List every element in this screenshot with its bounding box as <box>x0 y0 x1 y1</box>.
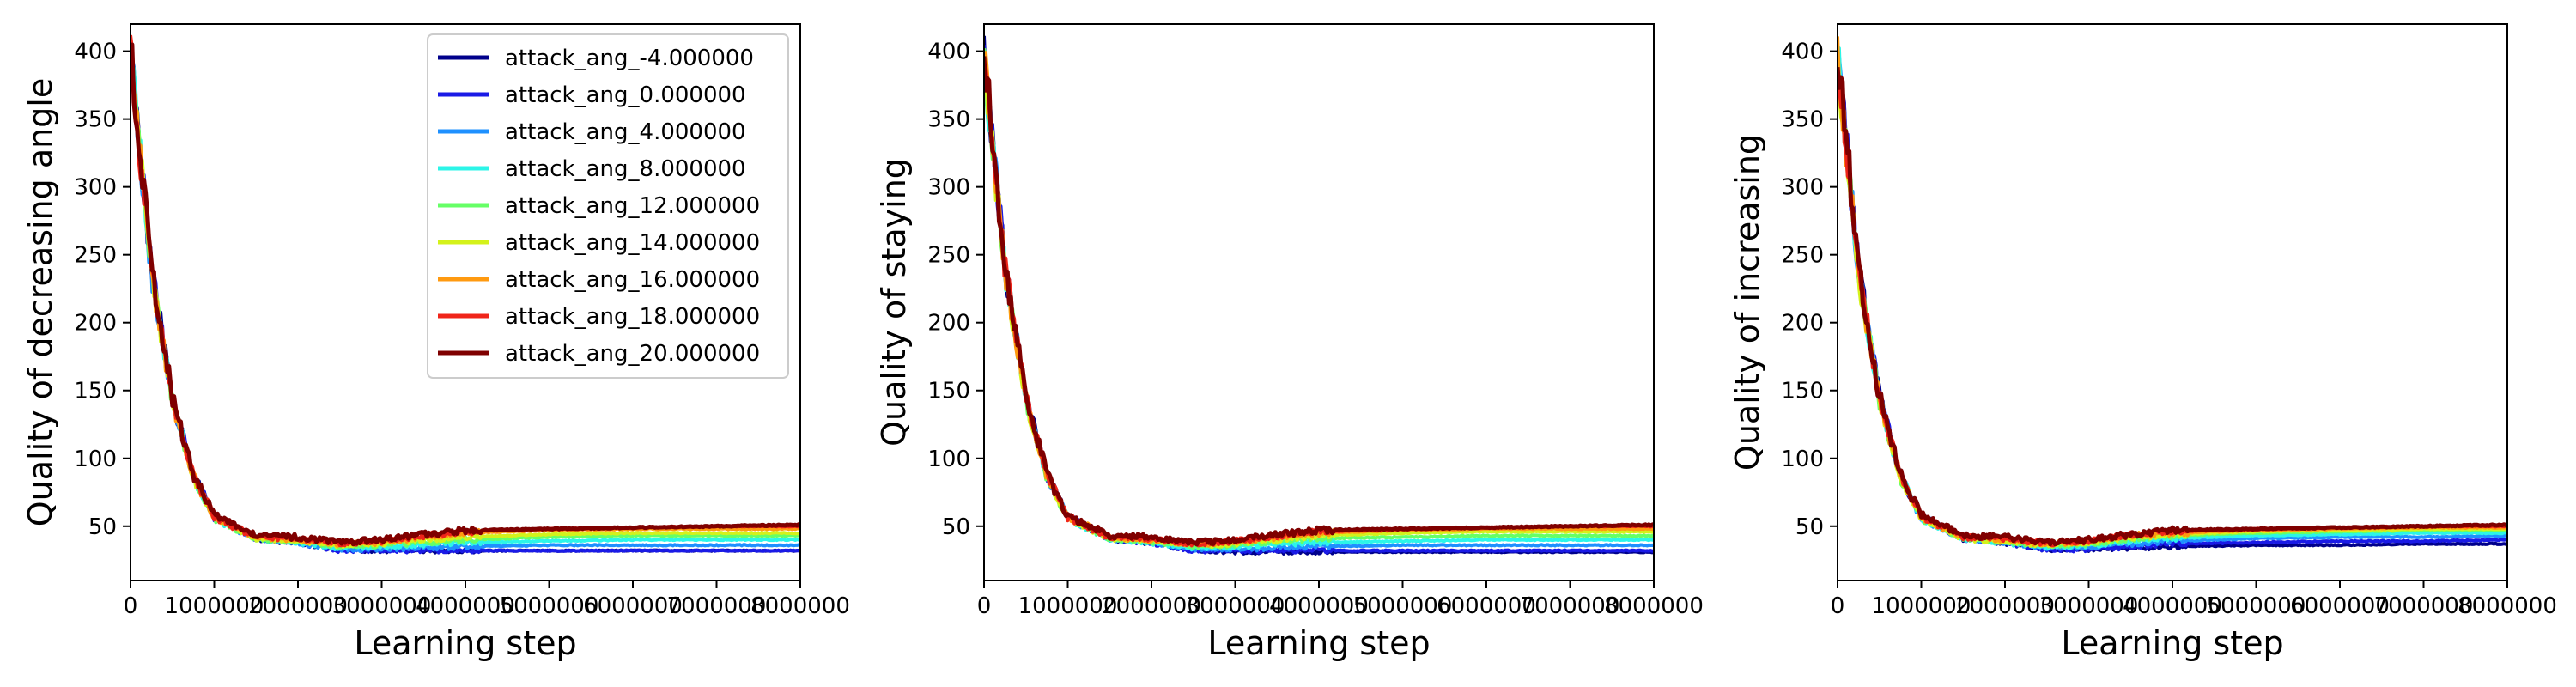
y-tick-label: 250 <box>1781 243 1824 269</box>
y-tick-label: 300 <box>74 175 117 201</box>
series-line-2 <box>984 45 1654 555</box>
legend-box <box>427 33 789 379</box>
x-tick-label: 5000000 <box>500 593 599 619</box>
y-tick-label: 150 <box>927 379 970 404</box>
y-tick-label: 200 <box>927 311 970 337</box>
series-line-7 <box>1838 36 2507 548</box>
x-tick-label: 0 <box>124 593 138 619</box>
y-tick-label: 100 <box>927 447 970 472</box>
x-tick-label: 2000000 <box>248 593 348 619</box>
x-tick-label: 2000000 <box>1955 593 2055 619</box>
y-tick-label: 400 <box>1781 40 1824 65</box>
y-tick-label: 350 <box>1781 107 1824 133</box>
series-line-8 <box>1838 78 2507 548</box>
y-tick-label: 150 <box>74 379 117 404</box>
legend-label: attack_ang_12.000000 <box>505 193 760 219</box>
x-tick-label: 3000000 <box>2039 593 2139 619</box>
legend-label: attack_ang_20.000000 <box>505 341 760 367</box>
y-axis-label: Quality of increasing <box>1728 134 1766 471</box>
series-line-9 <box>1838 67 2507 547</box>
y-axis-label: Quality of decreasing angle <box>21 78 59 526</box>
series-lines <box>984 35 1654 556</box>
y-tick-label: 250 <box>927 243 970 269</box>
x-tick-label: 1000000 <box>165 593 264 619</box>
axes-frame <box>983 23 1655 581</box>
y-tick-label: 300 <box>927 175 970 201</box>
y-tick-label: 50 <box>942 514 970 540</box>
x-tick-label: 2000000 <box>1102 593 1201 619</box>
series-line-6 <box>1838 45 2507 549</box>
chart-panel-1: 0 100000020000003000000400000050000006000… <box>21 23 850 662</box>
x-tick-label: 4000000 <box>1269 593 1369 619</box>
series-line-9 <box>984 56 1654 547</box>
y-tick-label: 200 <box>74 311 117 337</box>
x-tick-label: 6000000 <box>2290 593 2390 619</box>
series-line-1 <box>1838 46 2507 554</box>
x-tick-label: 1000000 <box>1018 593 1118 619</box>
x-tick-label: 0 <box>1831 593 1845 619</box>
legend-label: attack_ang_14.000000 <box>505 230 760 256</box>
y-tick-label: 100 <box>74 447 117 472</box>
y-axis-label: Quality of staying <box>875 158 913 447</box>
y-tick-label: 300 <box>1781 175 1824 201</box>
x-tick-label: 1000000 <box>1872 593 1971 619</box>
x-tick-label: 5000000 <box>2207 593 2306 619</box>
y-tick-label: 350 <box>74 107 117 133</box>
series-line-4 <box>1838 46 2507 551</box>
y-tick-label: 50 <box>88 514 117 540</box>
y-tick-label: 250 <box>74 243 117 269</box>
y-tick-label: 350 <box>927 107 970 133</box>
legend-label: attack_ang_4.000000 <box>505 119 746 145</box>
series-line-7 <box>984 51 1654 548</box>
series-line-5 <box>1838 60 2507 550</box>
x-tick-label: 4000000 <box>2123 593 2222 619</box>
series-line-1 <box>984 35 1654 556</box>
series-line-8 <box>984 61 1654 548</box>
x-tick-label: 6000000 <box>583 593 683 619</box>
y-tick-label: 100 <box>1781 447 1824 472</box>
series-line-4 <box>984 75 1654 552</box>
chart-panel-3: 0 100000020000003000000400000050000006000… <box>1728 23 2557 662</box>
legend: attack_ang_-4.000000 attack_ang_0.000000a… <box>427 33 789 379</box>
x-tick-label: 7000000 <box>1521 593 1620 619</box>
x-axis-label: Learning step <box>2061 624 2283 662</box>
series-lines <box>1838 36 2507 554</box>
x-tick-label: 3000000 <box>1186 593 1285 619</box>
series-lines <box>131 34 800 555</box>
x-tick-label: 5000000 <box>1353 593 1453 619</box>
x-tick-label: 3000000 <box>332 593 432 619</box>
series-line-2 <box>1838 50 2507 554</box>
legend-label: attack_ang_16.000000 <box>505 267 760 293</box>
x-tick-label: 0 <box>977 593 992 619</box>
y-tick-label: 150 <box>1781 379 1824 404</box>
series-line-3 <box>1838 53 2507 551</box>
axes-frame <box>1837 23 2508 581</box>
series-line-9 <box>131 42 800 547</box>
y-tick-label: 400 <box>74 40 117 65</box>
x-tick-label: 8000000 <box>2458 593 2557 619</box>
chart-panel-2: 0 100000020000003000000400000050000006000… <box>875 23 1704 662</box>
y-tick-label: 200 <box>1781 311 1824 337</box>
series-line-3 <box>984 49 1654 553</box>
x-axis-label: Learning step <box>1207 624 1430 662</box>
y-tick-label: 400 <box>927 40 970 65</box>
legend-label: attack_ang_-4.000000 <box>505 46 754 71</box>
x-tick-label: 8000000 <box>1604 593 1704 619</box>
series-line-6 <box>984 56 1654 550</box>
x-tick-label: 4000000 <box>416 593 515 619</box>
x-axis-label: Learning step <box>354 624 576 662</box>
legend-label: attack_ang_0.000000 <box>505 82 746 108</box>
legend-label: attack_ang_18.000000 <box>505 304 760 330</box>
series-line-5 <box>984 47 1654 550</box>
x-tick-label: 7000000 <box>2374 593 2474 619</box>
x-tick-label: 7000000 <box>667 593 767 619</box>
y-tick-label: 50 <box>1795 514 1824 540</box>
x-tick-label: 8000000 <box>750 593 850 619</box>
legend-label: attack_ang_8.000000 <box>505 156 746 182</box>
x-tick-label: 6000000 <box>1437 593 1536 619</box>
